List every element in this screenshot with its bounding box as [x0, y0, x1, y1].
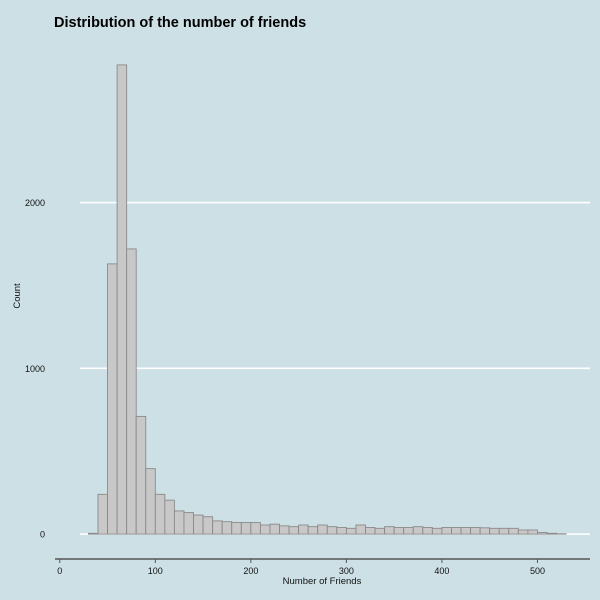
histogram-bar	[279, 525, 290, 535]
x-tick-label: 100	[148, 566, 163, 576]
histogram-bar	[460, 527, 472, 535]
histogram-bar	[498, 527, 510, 535]
y-tick-label: 2000	[25, 198, 45, 208]
histogram-bar	[403, 527, 414, 535]
histogram-bar	[412, 526, 424, 535]
histogram-bar	[97, 493, 108, 535]
bars	[87, 64, 567, 535]
histogram-bar	[546, 532, 558, 535]
histogram-bar	[345, 527, 357, 535]
y-axis-label: Count	[12, 283, 23, 309]
x-tick-label: 0	[57, 566, 62, 576]
histogram-bar	[193, 514, 204, 535]
histogram-bar	[431, 527, 443, 535]
y-axis-ticks: 0 1000 2000	[25, 198, 45, 540]
histogram-bar	[87, 532, 99, 535]
histogram-bar	[422, 527, 433, 535]
histogram-bar	[508, 527, 519, 535]
histogram-bar	[336, 527, 347, 535]
histogram-bar	[298, 524, 309, 535]
histogram-bar	[317, 524, 328, 535]
x-axis-ticks: 0 100 200 300 400 500	[57, 559, 545, 576]
histogram-bar	[164, 499, 175, 535]
histogram-bar	[221, 521, 233, 535]
histogram-bar	[135, 415, 147, 535]
histogram-bar	[240, 522, 252, 535]
histogram-bar	[441, 527, 452, 535]
histogram-bar	[537, 532, 548, 535]
histogram-bar	[145, 468, 156, 535]
histogram-bar	[326, 526, 338, 535]
x-tick-label: 500	[530, 566, 545, 576]
histogram-bar	[355, 524, 366, 535]
histogram-bar	[126, 248, 137, 535]
histogram-bar	[202, 516, 214, 535]
x-tick-label: 300	[339, 566, 354, 576]
chart-title: Distribution of the number of friends	[54, 15, 306, 31]
histogram-bar	[393, 527, 405, 535]
y-tick-label: 1000	[25, 364, 45, 374]
y-tick-label: 0	[40, 530, 45, 540]
histogram-bar	[479, 527, 491, 535]
grid-lines	[80, 201, 590, 535]
histogram-bar	[173, 510, 185, 535]
histogram-bar	[384, 526, 395, 535]
histogram-bar	[212, 520, 223, 535]
histogram-bar	[374, 527, 386, 535]
histogram-bar	[365, 527, 376, 535]
histogram-bar	[269, 523, 280, 535]
histogram-bar	[527, 529, 538, 535]
histogram-bar	[288, 526, 300, 535]
histogram-bar	[250, 522, 261, 535]
histogram-bar	[107, 263, 118, 535]
histogram-bar	[307, 526, 319, 535]
histogram-bar	[451, 527, 462, 535]
x-tick-label: 400	[434, 566, 449, 576]
histogram-bar	[116, 64, 128, 535]
histogram-bar	[259, 524, 271, 535]
histogram-bar	[231, 522, 242, 535]
histogram-bar	[470, 527, 481, 535]
x-tick-label: 200	[243, 566, 258, 576]
x-axis-label: Number of Friends	[283, 576, 362, 587]
histogram-bar	[517, 529, 529, 535]
histogram-bar	[489, 527, 500, 535]
histogram-bar	[183, 512, 194, 535]
histogram-bar	[154, 493, 166, 535]
